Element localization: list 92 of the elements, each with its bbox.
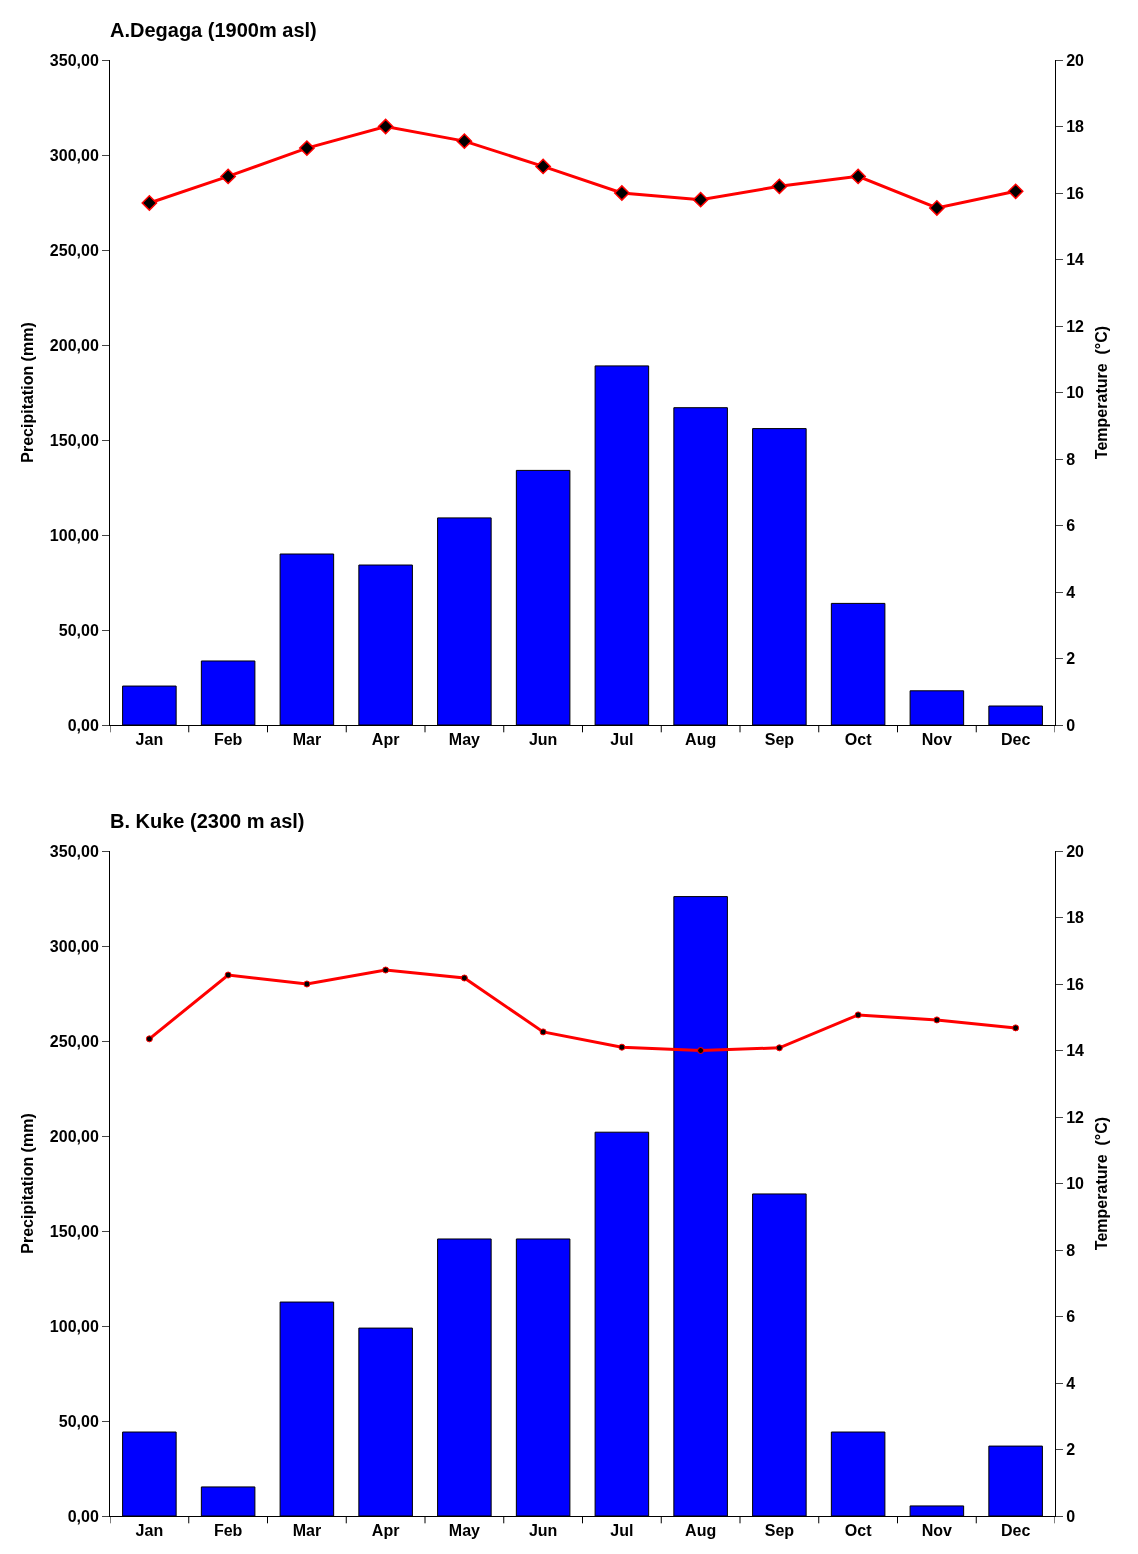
y2-tick-label: 4 [1066, 1374, 1076, 1392]
x-tick-label: Jul [610, 1522, 634, 1540]
chart-title: B. Kuke (2300 m asl) [110, 810, 305, 832]
point [1007, 183, 1024, 200]
x-tick-label: Oct [844, 1522, 873, 1540]
y-tick-label: 50,00 [58, 1412, 99, 1430]
x-tick-label: Jun [528, 1522, 558, 1540]
point [224, 971, 232, 979]
y-tick-label: 50,00 [58, 621, 99, 639]
y-tick-label: 250,00 [49, 1032, 99, 1050]
y2-tick-label: 12 [1066, 317, 1085, 335]
x-tick-label: May [448, 731, 481, 749]
point [775, 1044, 783, 1052]
x-tick-label: Mar [292, 731, 322, 749]
point [850, 168, 867, 185]
x-tick-label: Jun [528, 731, 558, 749]
y-tick-label: 350,00 [49, 51, 99, 69]
x-tick-label: Aug [685, 1522, 717, 1540]
y2-tick-label: 6 [1066, 1308, 1076, 1326]
y-tick-label: 300,00 [49, 937, 99, 955]
y2-tick-label: 14 [1066, 1042, 1085, 1060]
y2-tick-label: 0 [1066, 1507, 1076, 1525]
x-tick-label: Jul [610, 731, 634, 749]
y-axis-title: Precipitation (mm) [18, 1113, 36, 1254]
y-tick-label: 150,00 [49, 431, 99, 449]
point [539, 1028, 547, 1036]
y-tick-label: 300,00 [49, 146, 99, 164]
point [618, 1043, 626, 1051]
y2-tick-label: 20 [1066, 51, 1085, 69]
x-tick-label: Feb [213, 1522, 243, 1540]
y2-tick-label: 16 [1066, 184, 1085, 202]
y2-tick-label: 6 [1066, 517, 1076, 535]
x-tick-label: Apr [371, 731, 400, 749]
x-tick-label: Dec [1000, 1522, 1031, 1540]
point [456, 133, 473, 150]
point [303, 980, 311, 988]
y-tick-label: 0,00 [67, 716, 99, 734]
x-tick-label: Jan [135, 1522, 164, 1540]
point [377, 118, 394, 135]
y-axis-title: Precipitation (mm) [18, 322, 36, 463]
point [220, 168, 237, 185]
y-tick-label: 100,00 [49, 1317, 99, 1335]
y-tick-label: 100,00 [49, 526, 99, 544]
point [928, 200, 945, 216]
x-tick-label: Apr [371, 1522, 400, 1540]
y-tick-label: 150,00 [49, 1222, 99, 1240]
y-tick-label: 0,00 [67, 1507, 99, 1525]
x-tick-label: Mar [292, 1522, 322, 1540]
x-tick-label: Jan [135, 731, 164, 749]
y2-tick-label: 18 [1066, 909, 1085, 927]
y2-tick-label: 10 [1066, 384, 1085, 402]
point [382, 966, 390, 974]
y-tick-label: 250,00 [49, 241, 99, 259]
y2-tick-label: 20 [1066, 842, 1085, 860]
y2-axis-title: Temperature (°C) [1092, 325, 1110, 460]
y-tick-label: 350,00 [49, 842, 99, 860]
x-tick-label: Sep [764, 731, 795, 749]
x-tick-label: Aug [685, 731, 717, 749]
y2-tick-label: 10 [1066, 1175, 1085, 1193]
point [771, 178, 788, 195]
y2-tick-label: 8 [1066, 450, 1076, 468]
y2-tick-label: 2 [1066, 1441, 1076, 1459]
x-tick-label: Nov [921, 1522, 953, 1540]
y-tick-label: 200,00 [49, 1127, 99, 1145]
point [854, 1011, 862, 1019]
y2-tick-label: 16 [1066, 975, 1085, 993]
point [697, 1047, 705, 1054]
x-tick-label: Sep [764, 1522, 795, 1540]
point [298, 140, 315, 157]
chart-title: A.Degaga (1900m asl) [110, 19, 317, 41]
x-tick-label: Oct [844, 731, 873, 749]
x-tick-label: Dec [1000, 731, 1031, 749]
point [535, 158, 552, 175]
y2-tick-label: 2 [1066, 650, 1076, 668]
y2-tick-label: 12 [1066, 1108, 1085, 1126]
y2-tick-label: 14 [1066, 251, 1085, 269]
point [1012, 1024, 1020, 1032]
point [141, 195, 158, 211]
y2-tick-label: 18 [1066, 118, 1085, 136]
y-tick-label: 200,00 [49, 336, 99, 354]
y2-axis-title: Temperature (°C) [1092, 1116, 1110, 1251]
point [933, 1016, 941, 1024]
y2-tick-label: 0 [1066, 716, 1076, 734]
point [460, 974, 468, 982]
point [613, 185, 630, 201]
y2-tick-label: 8 [1066, 1241, 1076, 1259]
point [692, 191, 709, 208]
x-tick-label: Nov [921, 731, 953, 749]
y2-tick-label: 4 [1066, 583, 1076, 601]
x-tick-label: May [448, 1522, 481, 1540]
point [145, 1035, 153, 1043]
x-tick-label: Feb [213, 731, 243, 749]
